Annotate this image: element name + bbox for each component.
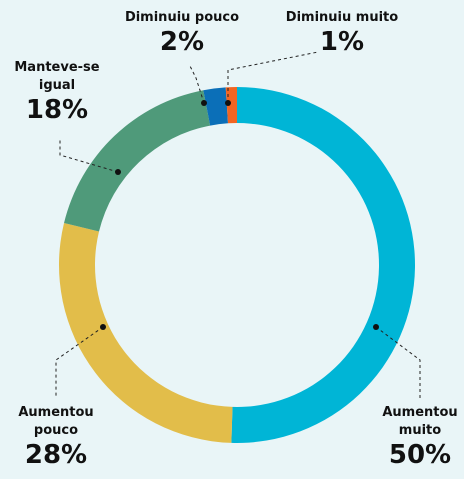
donut-slice: [225, 87, 237, 124]
category-label: Diminuiu pouco: [124, 10, 240, 25]
leader-dot: [225, 100, 231, 106]
label: Diminuiu pouco 2%: [112, 9, 252, 57]
leader-dot: [373, 324, 379, 330]
value-label: 18%: [25, 95, 89, 125]
category-label: Aumentou muito: [382, 405, 458, 438]
leader-line: [55, 326, 104, 398]
donut-slice: [58, 223, 233, 443]
leader-dot: [100, 324, 106, 330]
donut-slice: [231, 86, 416, 443]
leader-line: [227, 51, 319, 103]
leader-line: [189, 65, 205, 104]
leader-dot: [115, 169, 121, 175]
label: Diminuiu muito 1%: [272, 9, 412, 57]
donut-slice: [64, 90, 211, 232]
label: Manteve-se igual 18%: [8, 59, 106, 125]
leader-line: [375, 326, 421, 398]
value-label: 50%: [388, 440, 452, 470]
value-label: 2%: [159, 27, 205, 57]
leader-line: [59, 140, 119, 173]
label: Aumentou pouco 28%: [8, 404, 104, 470]
category-label: Diminuiu muito: [285, 10, 399, 25]
donut-slice: [203, 87, 228, 126]
value-label: 28%: [24, 440, 88, 470]
value-label: 1%: [319, 27, 365, 57]
label: Aumentou muito 50%: [375, 404, 464, 470]
category-label: Manteve-se igual: [14, 60, 100, 93]
category-label: Aumentou pouco: [18, 405, 94, 438]
leader-dot: [201, 100, 207, 106]
